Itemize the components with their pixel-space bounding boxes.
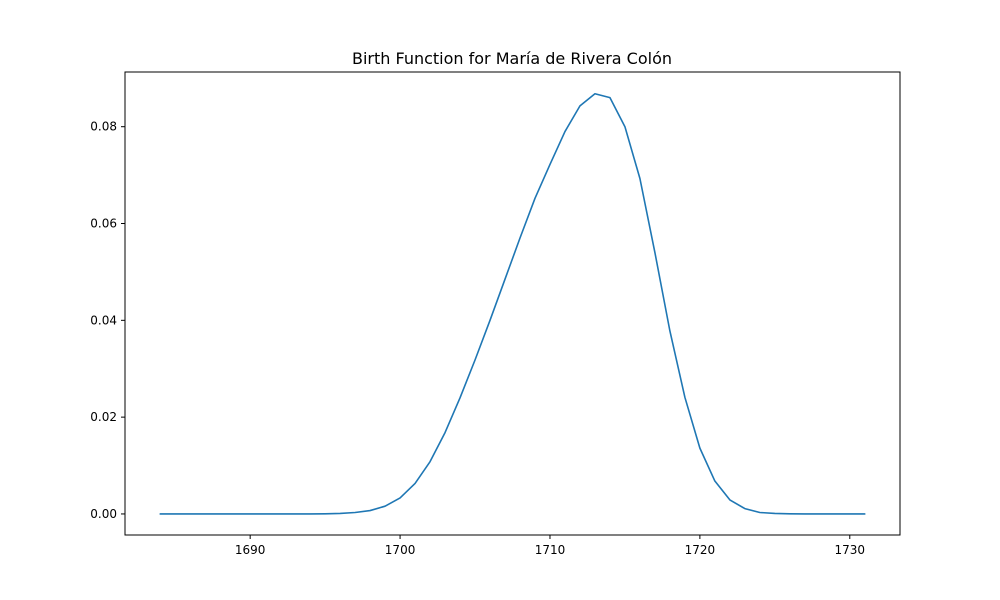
x-tick-label: 1720 [685, 543, 716, 557]
plot-area [124, 71, 901, 536]
y-tick-label: 0.08 [90, 120, 117, 134]
y-axis: 0.00 0.02 0.04 0.06 0.08 [90, 120, 125, 521]
x-tick-label: 1690 [235, 543, 266, 557]
y-tick-label: 0.02 [90, 410, 117, 424]
x-tick-label: 1730 [835, 543, 866, 557]
chart-title: Birth Function for María de Rivera Colón [352, 49, 672, 68]
x-axis: 1690 1700 1710 1720 1730 [235, 535, 865, 557]
series-layer [159, 92, 866, 515]
y-tick-label: 0.04 [90, 313, 117, 327]
series-line [159, 92, 866, 515]
y-tick-label: 0.06 [90, 217, 117, 231]
y-tick-label: 0.00 [90, 507, 117, 521]
x-tick-label: 1700 [385, 543, 416, 557]
x-tick-label: 1710 [535, 543, 566, 557]
